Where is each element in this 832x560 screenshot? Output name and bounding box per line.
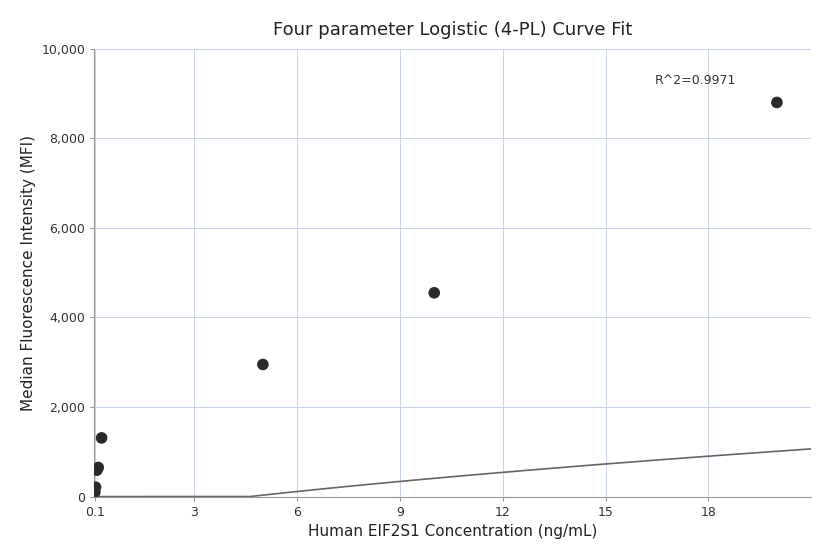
Point: [90, 466, 103, 475]
Title: Four parameter Logistic (4-PL) Curve Fit: Four parameter Logistic (4-PL) Curve Fit: [273, 21, 632, 39]
Point: [89, 483, 102, 492]
Y-axis label: Median Fluorescence Intensity (MFI): Median Fluorescence Intensity (MFI): [21, 134, 36, 410]
Point: [770, 98, 784, 107]
Point: [256, 360, 270, 369]
Text: R^2=0.9971: R^2=0.9971: [655, 73, 735, 87]
Point: [428, 288, 441, 297]
Point: [95, 433, 108, 442]
X-axis label: Human EIF2S1 Concentration (ng/mL): Human EIF2S1 Concentration (ng/mL): [308, 524, 597, 539]
Point: [92, 463, 105, 472]
Point: [88, 488, 102, 497]
